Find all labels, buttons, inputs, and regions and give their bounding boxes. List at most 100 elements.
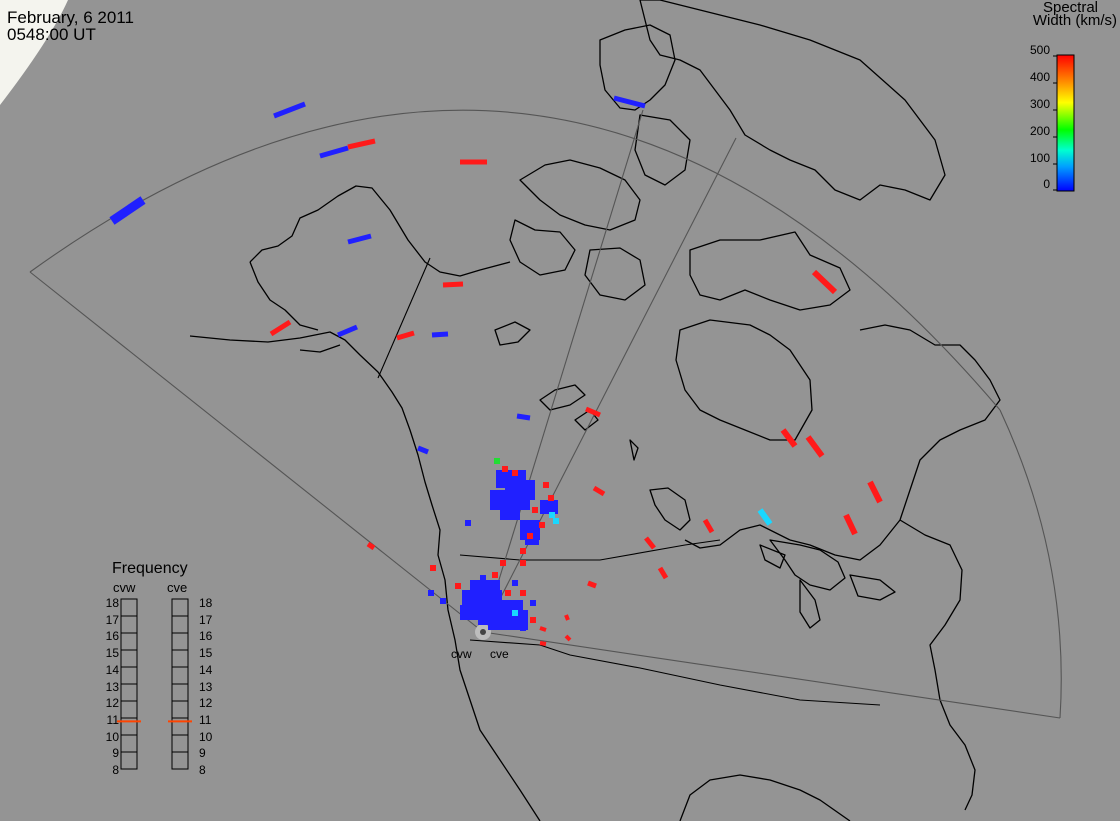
echo-cluster bbox=[525, 535, 539, 545]
echo-cell bbox=[396, 330, 415, 341]
echo-cell bbox=[417, 445, 429, 455]
frequency-scale-label: 16 bbox=[105, 629, 119, 644]
echo-cell bbox=[430, 565, 436, 571]
radar-site-label-cve: cve bbox=[490, 647, 509, 661]
echo-cell bbox=[502, 466, 508, 472]
frequency-scale-label: 13 bbox=[199, 679, 213, 694]
echo-cell bbox=[592, 485, 606, 497]
echo-cell bbox=[494, 458, 500, 464]
frequency-scale-label: 15 bbox=[199, 646, 213, 661]
frequency-scale-cvw bbox=[120, 598, 138, 770]
echo-cell bbox=[109, 196, 146, 225]
echo-cells bbox=[109, 95, 883, 646]
echo-cell bbox=[347, 138, 376, 150]
echo-cell bbox=[564, 634, 572, 642]
echo-cell bbox=[539, 641, 547, 646]
echo-cell bbox=[539, 522, 545, 528]
radar-site-center bbox=[480, 629, 486, 635]
echo-cell bbox=[505, 590, 511, 596]
echo-cell bbox=[492, 572, 498, 578]
echo-cell bbox=[512, 580, 518, 586]
echo-cell bbox=[805, 435, 825, 458]
frequency-title: Frequency bbox=[112, 560, 188, 577]
frequency-scale-label: 9 bbox=[112, 746, 119, 761]
echo-cell bbox=[520, 560, 526, 566]
frequency-scale-label: 12 bbox=[105, 696, 119, 711]
colorbar-title-line2: Width (km/s) bbox=[1032, 12, 1117, 29]
daylight-region bbox=[0, 0, 68, 105]
colorbar-tick: 400 bbox=[1029, 70, 1050, 84]
frequency-scale-label: 10 bbox=[199, 729, 213, 744]
echo-cell bbox=[530, 600, 536, 606]
frequency-scale-label: 14 bbox=[199, 662, 213, 677]
colorbar-title-line1: Spectral bbox=[1042, 0, 1098, 16]
echo-cell bbox=[347, 233, 372, 245]
frequency-scale-label: 9 bbox=[199, 746, 206, 761]
colorbar-ticks bbox=[1053, 55, 1057, 191]
echo-cell bbox=[539, 626, 547, 632]
echo-cluster bbox=[505, 480, 535, 500]
echo-cell bbox=[811, 269, 838, 295]
echo-cell bbox=[431, 331, 449, 338]
echo-cell bbox=[549, 512, 555, 518]
echo-cell bbox=[512, 610, 518, 616]
echo-cell bbox=[843, 513, 858, 536]
echo-cell bbox=[512, 470, 518, 476]
echo-cell bbox=[644, 536, 656, 550]
echo-cell bbox=[269, 319, 292, 337]
echo-cell bbox=[440, 598, 446, 604]
echo-cell bbox=[702, 518, 715, 534]
echo-cell bbox=[500, 560, 506, 566]
frequency-radar-label-cvw: cvw bbox=[113, 580, 136, 595]
frequency-scale-label: 14 bbox=[105, 662, 119, 677]
echo-cell bbox=[319, 145, 349, 159]
echo-cell bbox=[428, 590, 434, 596]
echo-cell bbox=[527, 533, 533, 539]
frequency-scale-label: 8 bbox=[199, 763, 206, 777]
echo-cell bbox=[613, 95, 646, 109]
colorbar-tick: 300 bbox=[1029, 97, 1050, 111]
echo-cluster bbox=[540, 500, 558, 514]
frequency-scale-label: 8 bbox=[112, 763, 119, 777]
frequency-scale-label: 18 bbox=[105, 596, 119, 610]
frequency-radar-label-cve: cve bbox=[167, 580, 188, 595]
echo-cell bbox=[587, 580, 597, 589]
frequency-scale-label: 11 bbox=[199, 712, 212, 727]
echo-cell bbox=[465, 520, 471, 526]
echo-cell bbox=[520, 590, 526, 596]
frequency-scale-label: 17 bbox=[199, 612, 213, 627]
frequency-scale-label: 17 bbox=[105, 612, 119, 627]
time-label: 0548:00 UT bbox=[7, 25, 96, 44]
echo-cell bbox=[520, 548, 526, 554]
echo-cell bbox=[366, 541, 376, 551]
echo-cell bbox=[455, 583, 461, 589]
political-borders bbox=[377, 257, 881, 706]
echo-cell bbox=[780, 428, 798, 448]
echo-cell bbox=[564, 614, 570, 621]
frequency-scale-label: 10 bbox=[105, 729, 119, 744]
echo-cell bbox=[548, 495, 554, 501]
echo-cell bbox=[543, 482, 549, 488]
coastlines bbox=[189, 0, 1001, 821]
frequency-scale-label: 18 bbox=[199, 596, 213, 610]
colorbar-tick: 0 bbox=[1043, 177, 1050, 191]
frequency-scale-label: 12 bbox=[199, 696, 213, 711]
echo-cell bbox=[337, 324, 358, 338]
frequency-scale-label: 15 bbox=[105, 646, 119, 661]
echo-cell bbox=[516, 413, 531, 421]
echo-cell bbox=[532, 507, 538, 513]
echo-cluster bbox=[470, 580, 500, 592]
frequency-scale-label: 16 bbox=[199, 629, 213, 644]
frequency-scale-label: 13 bbox=[105, 679, 119, 694]
echo-cell bbox=[442, 281, 464, 288]
colorbar-tick: 500 bbox=[1029, 43, 1050, 57]
echo-cell bbox=[530, 617, 536, 623]
echo-cell bbox=[273, 101, 306, 119]
echo-cluster bbox=[500, 505, 520, 520]
echo-cell bbox=[867, 480, 883, 504]
echo-cell bbox=[480, 575, 486, 581]
colorbar-tick: 100 bbox=[1029, 151, 1050, 165]
date-label: February, 6 2011 bbox=[7, 8, 134, 27]
echo-cell bbox=[585, 406, 601, 418]
